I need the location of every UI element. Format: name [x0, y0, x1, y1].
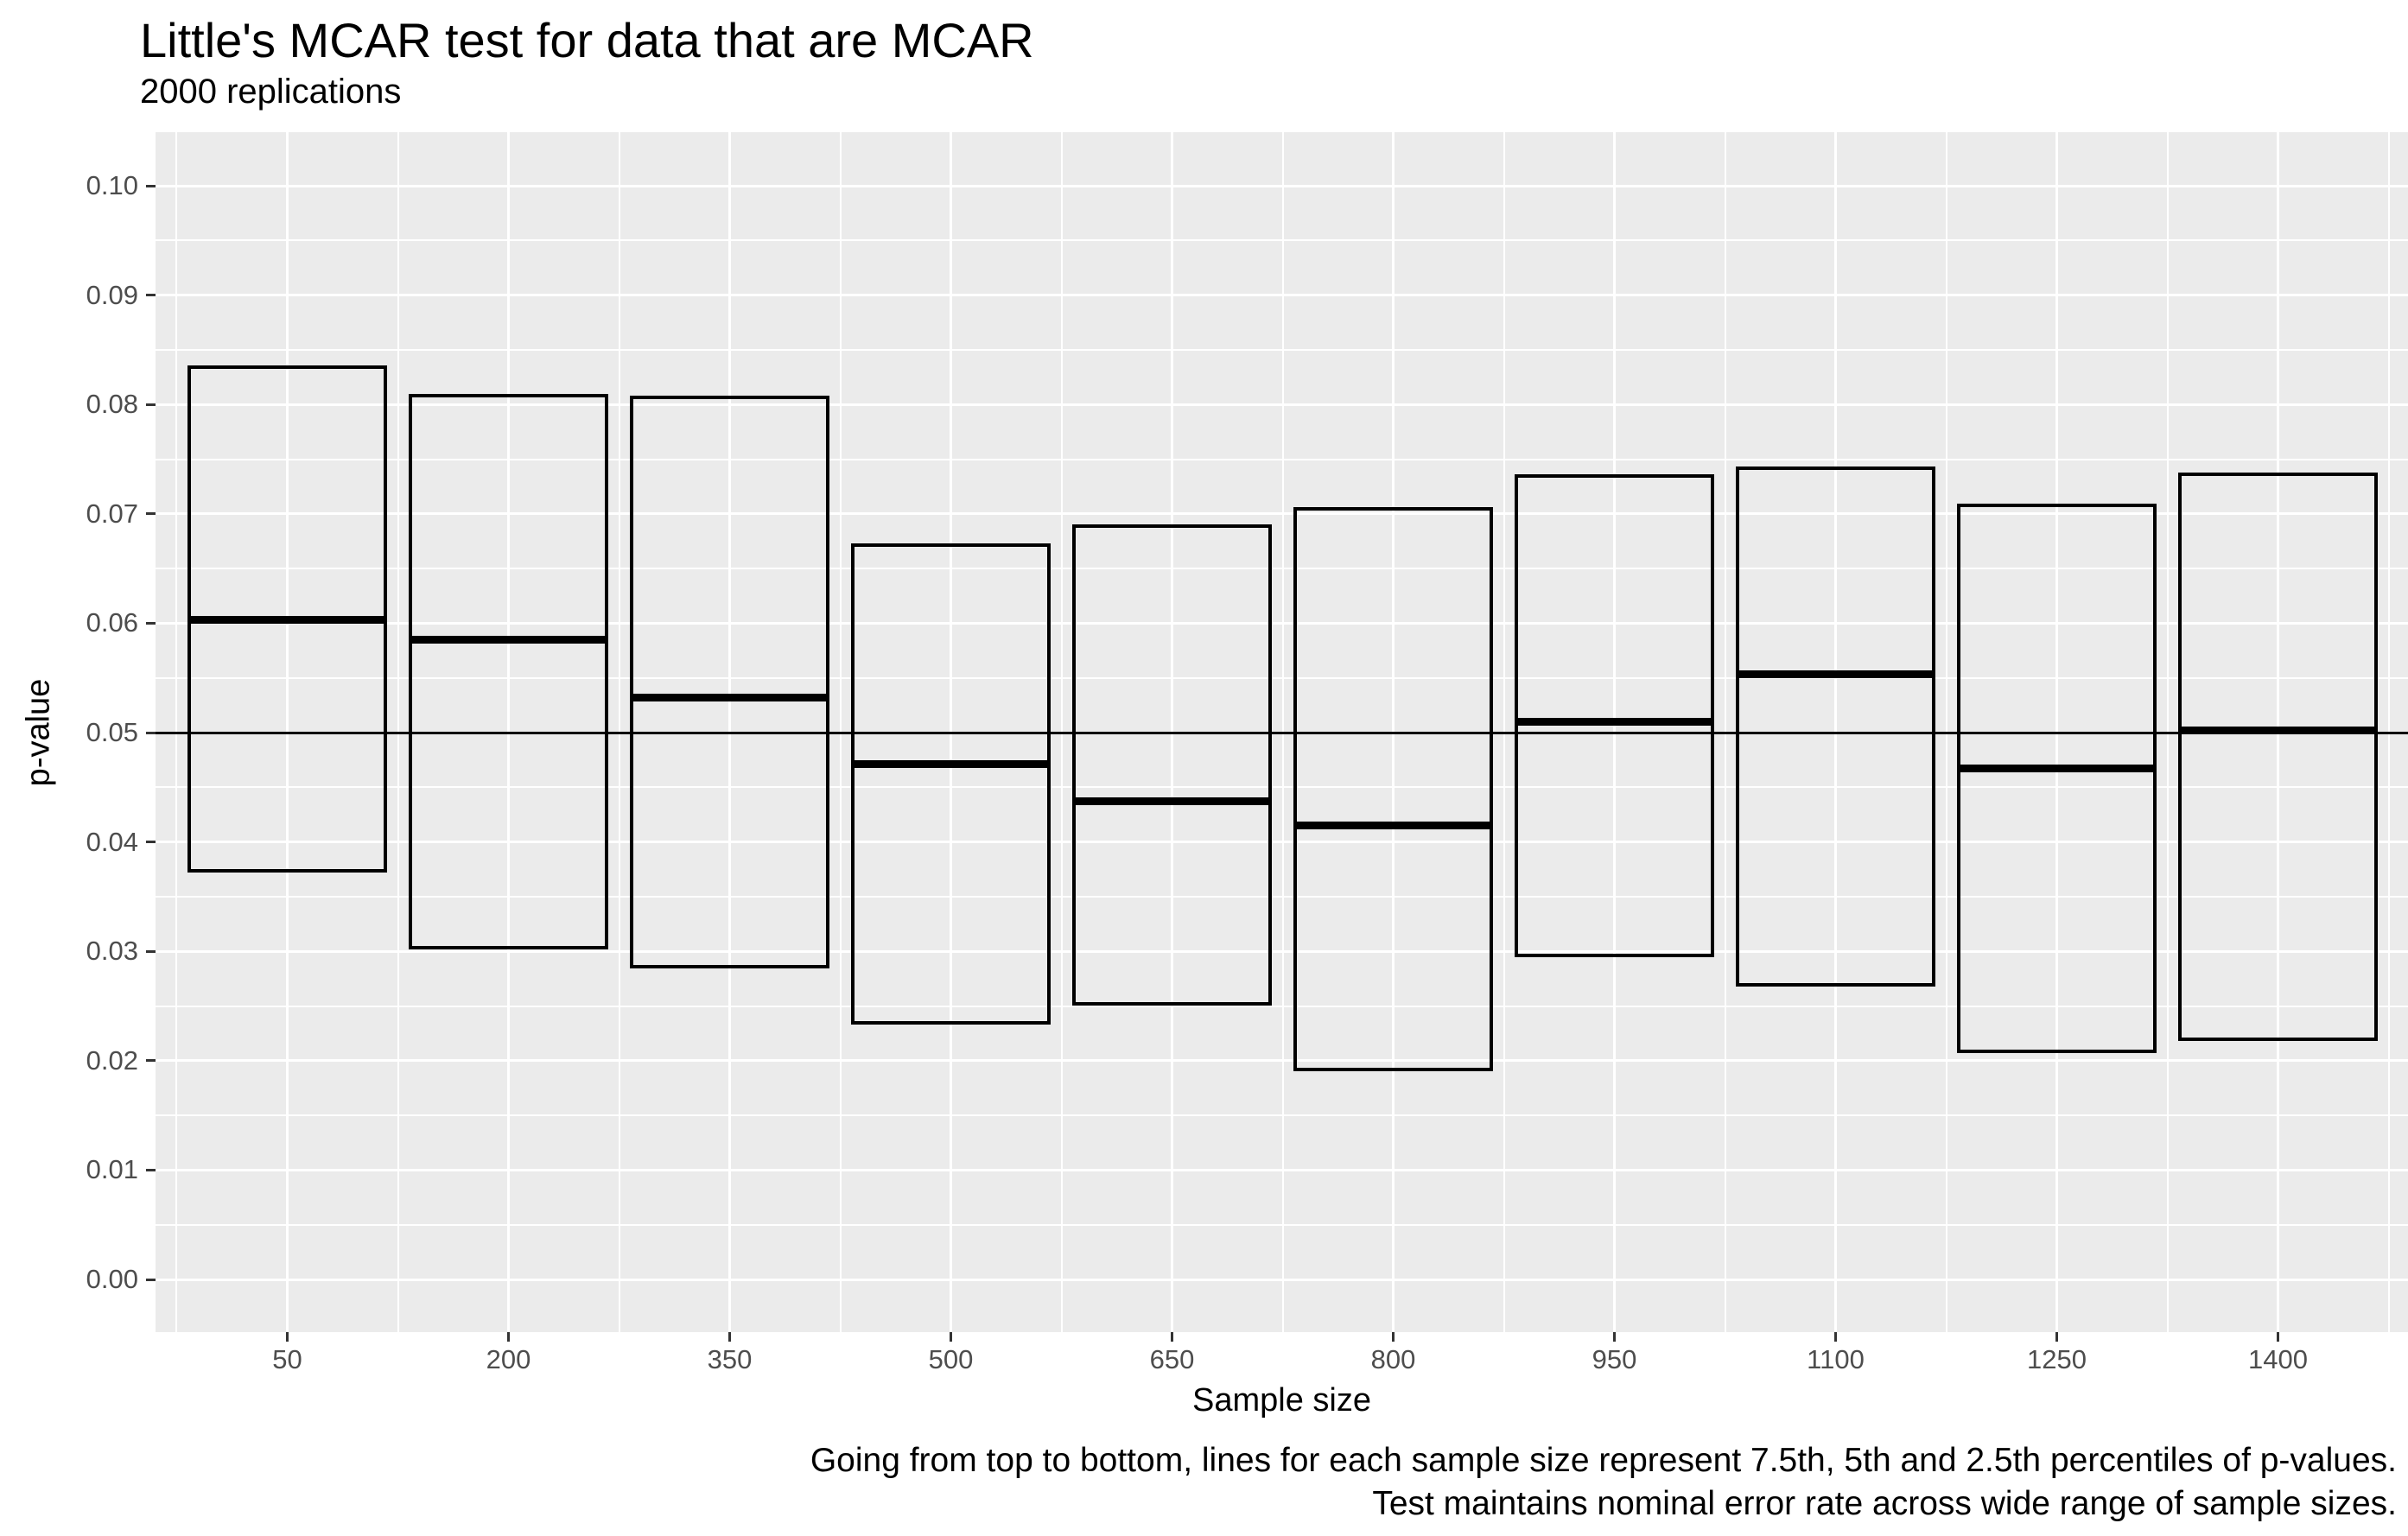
y-axis-tick-mark: [146, 512, 156, 516]
crossbar-median-line: [1957, 765, 2157, 773]
x-axis-tick-label: 200: [486, 1344, 531, 1374]
x-axis-tick-mark: [1171, 1332, 1173, 1342]
crossbar-median-line: [409, 635, 608, 644]
x-axis-tick-mark: [1613, 1332, 1616, 1342]
y-axis-tick-label: 0.05: [86, 717, 138, 747]
plot-subtitle: 2000 replications: [140, 73, 402, 111]
y-axis-tick-mark: [146, 621, 156, 625]
y-axis-tick-mark: [146, 294, 156, 297]
crossbar-median-line: [1736, 670, 1935, 679]
y-axis-tick-mark: [146, 403, 156, 406]
crossbar-median-line: [1072, 797, 1272, 806]
reference-line-0.05: [156, 731, 2408, 734]
plot-caption-line2: Test maintains nominal error rate across…: [1372, 1485, 2397, 1522]
x-axis-tick-label: 650: [1149, 1344, 1195, 1374]
y-axis-tick-label: 0.06: [86, 607, 138, 638]
y-axis-tick-mark: [146, 841, 156, 844]
y-axis-tick-mark: [146, 1278, 156, 1281]
plot-title: Little's MCAR test for data that are MCA…: [140, 13, 1034, 67]
y-axis-tick-label: 0.02: [86, 1044, 138, 1076]
y-axis-tick-mark: [146, 731, 156, 734]
x-axis-tick-mark: [950, 1332, 952, 1342]
x-axis-tick-mark: [1834, 1332, 1837, 1342]
crossbar-box: [1736, 467, 1935, 987]
x-axis-tick-label: 1100: [1807, 1344, 1865, 1374]
x-axis-tick-label: 1250: [2027, 1344, 2087, 1374]
crossbar-median-line: [2178, 726, 2378, 734]
crossbar-median-line: [630, 693, 829, 701]
y-axis-tick-mark: [146, 949, 156, 953]
x-axis-tick-mark: [1392, 1332, 1395, 1342]
x-axis-tick-mark: [2277, 1332, 2279, 1342]
x-axis-tick-label: 800: [1370, 1344, 1416, 1374]
y-axis-tick-mark: [146, 1168, 156, 1171]
crossbar-box: [851, 543, 1051, 1025]
crossbar-box: [1072, 524, 1272, 1006]
y-axis-tick-mark: [146, 1059, 156, 1063]
crossbar-median-line: [187, 616, 387, 625]
x-axis-tick-label: 500: [928, 1344, 974, 1374]
plot-caption-line1: Going from top to bottom, lines for each…: [810, 1442, 2397, 1479]
x-axis-tick-mark: [728, 1332, 731, 1342]
x-axis-tick-label: 950: [1592, 1344, 1637, 1374]
crossbar-box: [1957, 504, 2157, 1053]
crossbar-median-line: [851, 760, 1051, 769]
y-axis-tick-label: 0.10: [86, 170, 138, 200]
crossbar-box: [2178, 472, 2378, 1041]
x-axis-tick-label: 50: [272, 1344, 302, 1374]
chart-panel: [156, 132, 2408, 1332]
y-axis-tick-label: 0.07: [86, 498, 138, 529]
x-axis-title: Sample size: [1192, 1382, 1371, 1419]
y-axis-tick-label: 0.03: [86, 936, 138, 967]
plot-caption: Going from top to bottom, lines for each…: [810, 1439, 2397, 1526]
x-axis-tick-mark: [507, 1332, 510, 1342]
y-axis-tick-label: 0.09: [86, 279, 138, 310]
x-axis-tick-label: 350: [707, 1344, 753, 1374]
y-axis-tick-label: 0.01: [86, 1154, 138, 1185]
crossbar-box: [630, 396, 829, 969]
crossbar-median-line: [1515, 717, 1714, 726]
x-axis-tick-label: 1400: [2248, 1344, 2308, 1374]
x-axis-tick-mark: [286, 1332, 289, 1342]
y-axis-tick-label: 0.00: [86, 1264, 138, 1294]
x-axis-tick-mark: [2055, 1332, 2058, 1342]
crossbar-box: [1293, 507, 1493, 1072]
crossbar-median-line: [1293, 822, 1493, 830]
y-axis-tick-label: 0.08: [86, 389, 138, 420]
y-axis-tick-mark: [146, 184, 156, 187]
y-axis-tick-label: 0.04: [86, 826, 138, 857]
crossbar-box: [409, 393, 608, 949]
crossbar-box: [1515, 474, 1714, 957]
